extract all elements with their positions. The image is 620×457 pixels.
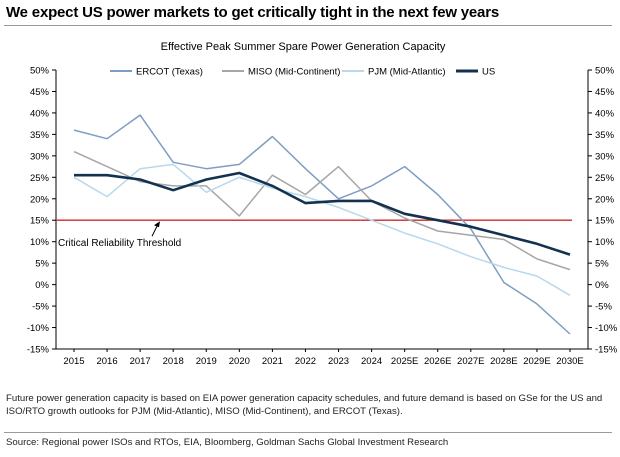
legend-label-pjm-mid-atlantic: PJM (Mid-Atlantic)	[368, 67, 446, 78]
y-tick-label-left: -10%	[27, 323, 50, 334]
y-tick-label-left: 40%	[30, 108, 50, 119]
threshold-arrow-head	[154, 221, 160, 228]
y-tick-label-left: 30%	[30, 151, 50, 162]
legend-label-ercot-texas: ERCOT (Texas)	[136, 67, 203, 78]
y-tick-label-right: -5%	[595, 302, 612, 313]
legend: ERCOT (Texas) MISO (Mid-Continent) PJM (Mi…	[110, 67, 495, 78]
x-tick-label: 2025E	[391, 356, 418, 367]
y-tick-label-left: 45%	[30, 87, 50, 98]
y-tick-label-left: 25%	[30, 173, 50, 184]
axes: 50% 50% 45% 45% 40% 40% 35% 35% 30% 30% 25% 25% 20% 2…	[27, 66, 618, 368]
x-tick-label: 2015	[63, 356, 84, 367]
headline: We expect US power markets to get critic…	[6, 4, 499, 21]
y-tick-label-right: 25%	[595, 173, 615, 184]
y-tick-label-left: 0%	[35, 280, 49, 291]
y-tick-label-left: 15%	[30, 216, 50, 227]
y-tick-label-left: 10%	[30, 237, 50, 248]
y-tick-label-left: -15%	[27, 345, 50, 356]
y-tick-label-right: 35%	[595, 130, 615, 141]
y-tick-label-left: 50%	[30, 66, 50, 77]
x-tick-label: 2019	[196, 356, 217, 367]
y-tick-label-left: 20%	[30, 194, 50, 205]
y-tick-label-right: 45%	[595, 87, 615, 98]
series-group	[73, 114, 571, 335]
y-tick-label-right: 40%	[595, 108, 615, 119]
y-tick-label-right: -10%	[595, 323, 618, 334]
top-divider	[4, 25, 612, 26]
y-tick-label-right: 5%	[595, 259, 609, 270]
y-tick-label-right: -15%	[595, 345, 618, 356]
x-tick-label: 2027E	[457, 356, 484, 367]
y-tick-label-left: -5%	[32, 302, 49, 313]
legend-label-miso-mid-continent: MISO (Mid-Continent)	[248, 67, 340, 78]
x-tick-label: 2018	[163, 356, 184, 367]
y-tick-label-right: 30%	[595, 151, 615, 162]
y-tick-label-left: 5%	[35, 259, 49, 270]
y-tick-label-right: 10%	[595, 237, 615, 248]
legend-label-us: US	[482, 67, 495, 78]
x-tick-label: 2021	[262, 356, 283, 367]
y-tick-label-right: 50%	[595, 66, 615, 77]
x-tick-label: 2017	[130, 356, 151, 367]
x-tick-label: 2028E	[490, 356, 517, 367]
x-tick-label: 2023	[328, 356, 349, 367]
x-tick-label: 2030E	[556, 356, 583, 367]
source-note: Source: Regional power ISOs and RTOs, EI…	[6, 437, 449, 448]
series-line-miso-mid-continent	[73, 150, 571, 271]
bottom-divider	[4, 432, 612, 433]
y-tick-label-right: 0%	[595, 280, 609, 291]
x-tick-label: 2016	[96, 356, 117, 367]
x-tick-label: 2024	[361, 356, 382, 367]
x-tick-label: 2020	[229, 356, 250, 367]
y-tick-label-right: 20%	[595, 194, 615, 205]
series-line-ercot-texas	[73, 114, 571, 335]
y-tick-label-right: 15%	[595, 216, 615, 227]
x-tick-label: 2022	[295, 356, 316, 367]
series-line-us	[74, 171, 571, 256]
threshold-label: Critical Reliability Threshold	[58, 238, 181, 249]
threshold: Critical Reliability Threshold	[56, 219, 572, 249]
spare-capacity-chart: Effective Peak Summer Spare Power Genera…	[27, 41, 618, 368]
y-tick-label-left: 35%	[30, 130, 50, 141]
footnote: Future power generation capacity is base…	[6, 393, 603, 417]
x-tick-label: 2026E	[424, 356, 451, 367]
x-tick-label: 2029E	[523, 356, 550, 367]
chart-title: Effective Peak Summer Spare Power Genera…	[161, 41, 446, 53]
